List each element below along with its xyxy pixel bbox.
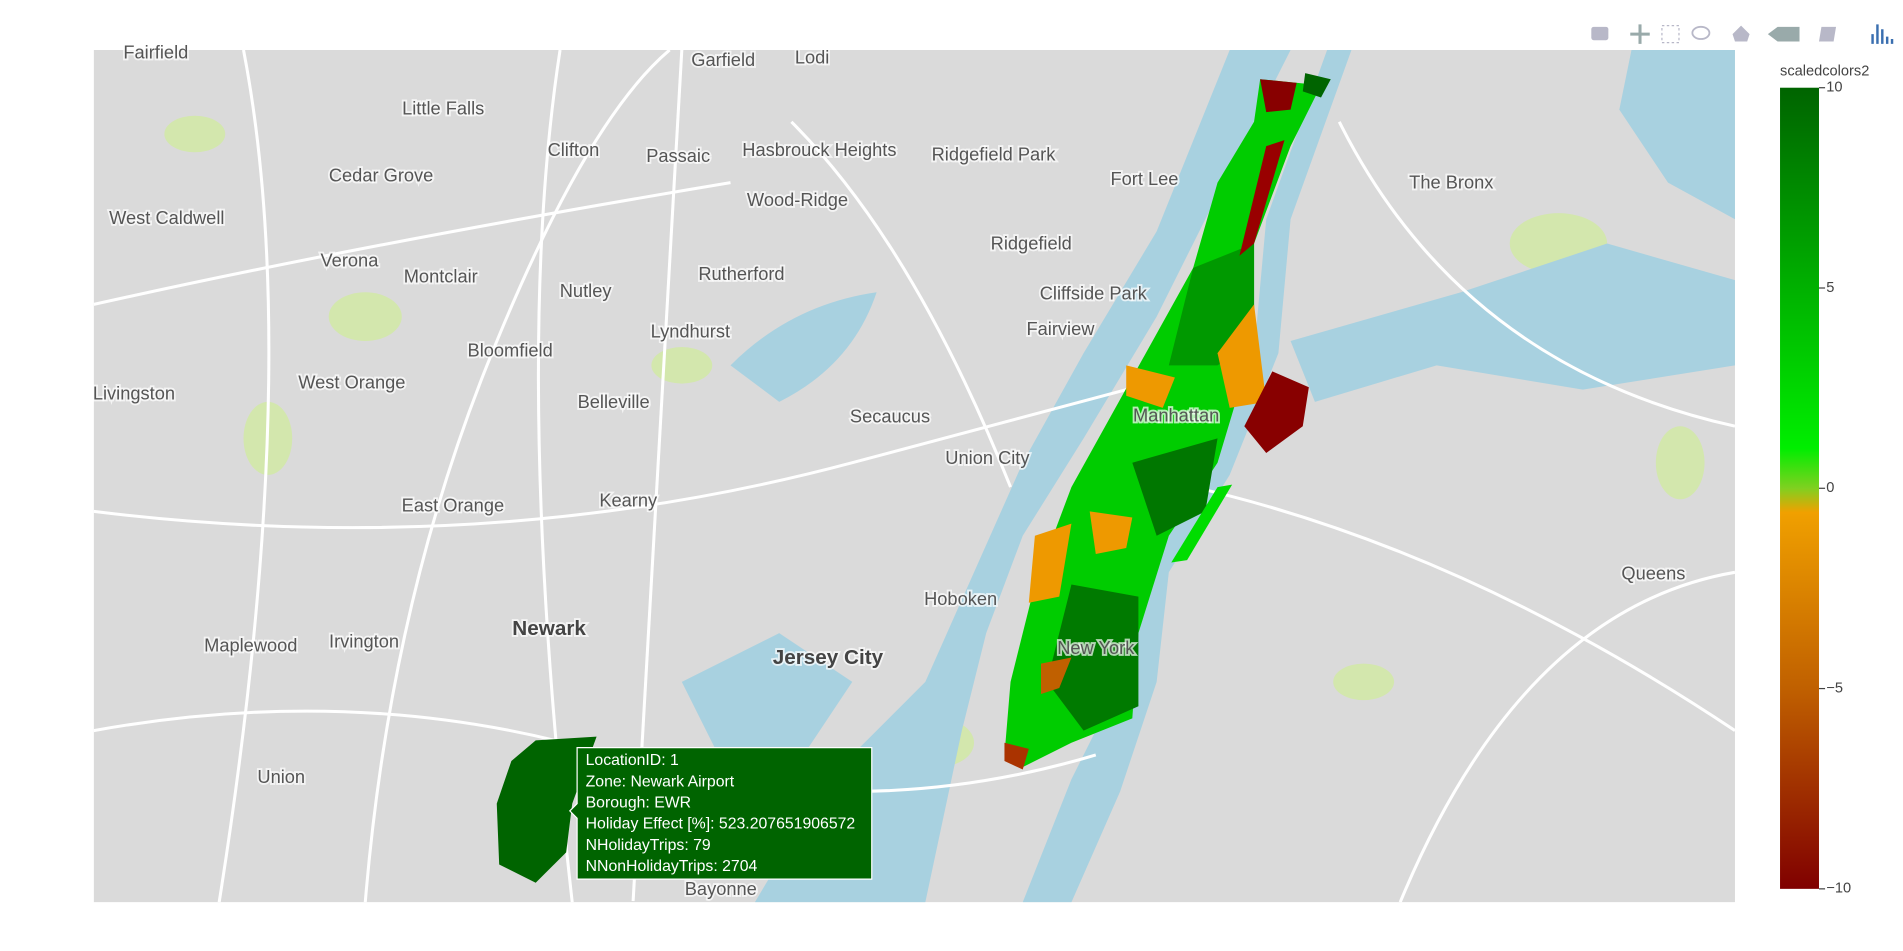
place-label: Montclair [404,265,478,286]
place-label: Nutley [560,280,613,301]
tooltip-line: NHolidayTrips: 79 [586,837,711,854]
place-label: Verona [321,250,380,271]
place-label: Wood-Ridge [747,189,848,210]
taxi-zones [496,73,1331,883]
tooltip-line: Holiday Effect [%]: 523.207651906572 [586,816,856,833]
colorbar-tick-label: −5 [1826,680,1843,696]
place-label: Rutherford [698,263,784,284]
tooltip-line: Zone: Newark Airport [586,773,735,790]
place-label: Fairfield [123,41,188,62]
tooltip-box [568,747,873,880]
place-label: Bayonne [685,878,757,899]
tooltip-line: LocationID: 1 [586,752,679,769]
tooltip-line: NNonHolidayTrips: 2704 [586,858,758,875]
tooltip-line: Borough: EWR [586,795,691,812]
place-label: Maplewood [204,634,297,655]
colorbar-tick-label: 5 [1826,280,1834,296]
place-label: Union City [945,447,1030,468]
plotly-logo[interactable] [1871,24,1894,44]
place-label: The Bronx [1409,172,1493,193]
place-label: Ridgefield [991,233,1072,254]
water [681,49,1735,903]
place-label: New York [1057,637,1135,658]
colorbar-title: scaledcolors2 [1780,64,1869,80]
place-label: Garfield [691,49,755,70]
place-label: Hasbrouck Heights [742,139,896,160]
place-label: West Orange [298,371,405,392]
place-label: Belleville [578,391,650,412]
place-label: Irvington [329,631,399,652]
lasso-button[interactable] [1691,25,1711,40]
place-label: Livingston [93,382,175,403]
place-labels: Fairfield Garfield Lodi Little Falls Clifton… [91,40,1687,901]
place-label: West Caldwell [109,207,224,228]
select-button[interactable] [1661,25,1680,44]
colorbar-tick-label: 0 [1826,480,1834,496]
spike-button[interactable] [1767,26,1800,42]
place-label: Hoboken [924,588,997,609]
place-label: Secaucus [850,405,930,426]
place-label: Clifton [548,139,600,160]
pan-button[interactable] [1630,24,1650,44]
place-label: Kearny [599,490,658,511]
place-label: Ridgefield Park [932,144,1057,165]
place-label: East Orange [402,494,504,515]
home-button[interactable] [1732,25,1750,42]
place-label: Lyndhurst [651,320,730,341]
map[interactable] [93,49,1735,903]
place-label: Newark [512,617,586,640]
place-label: Passaic [646,145,710,166]
place-label: Fort Lee [1110,168,1178,189]
colorbar-tick-label: 10 [1826,80,1842,96]
hover-button[interactable] [1818,26,1837,42]
place-label: Bloomfield [468,340,553,361]
place-label: Queens [1621,563,1685,584]
toolbar[interactable] [1591,24,1894,44]
colorbar [1780,87,1819,889]
place-label: Union [257,766,305,787]
tooltip: LocationID: 1 Zone: Newark Airport Borough… [568,747,873,880]
place-label: Cliffside Park [1040,283,1148,304]
camera-button[interactable] [1591,26,1609,41]
colorbar-tick-label: −10 [1826,881,1851,897]
place-label: Little Falls [402,97,484,118]
place-label: Manhattan [1133,404,1219,425]
place-label: Cedar Grove [329,164,433,185]
place-label: Jersey City [773,646,884,669]
place-label: Fairview [1026,318,1095,339]
place-label: Lodi [795,46,830,67]
